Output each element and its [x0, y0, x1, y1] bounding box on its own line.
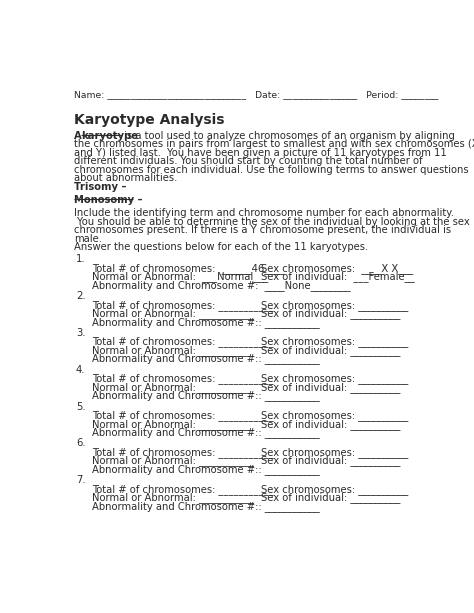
Text: Sex chromosomes: __________: Sex chromosomes: __________ — [261, 447, 409, 458]
Text: Abnormality and Chromosome #:: ___________: Abnormality and Chromosome #:: _________… — [92, 501, 320, 512]
Text: Total # of chromosomes: ___________: Total # of chromosomes: ___________ — [92, 300, 274, 311]
Text: Normal or Abnormal: ___________: Normal or Abnormal: ___________ — [92, 308, 255, 319]
Text: A: A — [74, 131, 85, 140]
Text: Sex of individual: __________: Sex of individual: __________ — [261, 492, 401, 503]
Text: Sex of individual:  ___Female__: Sex of individual: ___Female__ — [261, 272, 415, 282]
Text: Sex of individual: __________: Sex of individual: __________ — [261, 382, 401, 393]
Text: Abnormality and Chromosome #:: ___________: Abnormality and Chromosome #:: _________… — [92, 390, 320, 401]
Text: and Y) listed last.  You have been given a picture of 11 karyotypes from 11: and Y) listed last. You have been given … — [74, 148, 447, 158]
Text: 3.: 3. — [76, 328, 85, 338]
Text: Normal or Abnormal: ___________: Normal or Abnormal: ___________ — [92, 345, 255, 356]
Text: Sex chromosomes: __________: Sex chromosomes: __________ — [261, 410, 409, 421]
Text: karyotype: karyotype — [81, 131, 138, 140]
Text: Normal or Abnormal: ___________: Normal or Abnormal: ___________ — [92, 455, 255, 466]
Text: Sex of individual: __________: Sex of individual: __________ — [261, 308, 401, 319]
Text: 5.: 5. — [76, 402, 85, 411]
Text: Sex chromosomes: __________: Sex chromosomes: __________ — [261, 337, 409, 348]
Text: Total # of chromosomes:  ______46____: Total # of chromosomes: ______46____ — [92, 263, 284, 274]
Text: Total # of chromosomes: ___________: Total # of chromosomes: ___________ — [92, 410, 274, 421]
Text: different individuals. You should start by counting the total number of: different individuals. You should start … — [74, 156, 422, 166]
Text: about abnormalities.: about abnormalities. — [74, 173, 177, 183]
Text: Abnormality and Chromosome #:: ___________: Abnormality and Chromosome #:: _________… — [92, 464, 320, 475]
Text: 4.: 4. — [76, 365, 85, 375]
Text: Include the identifying term and chromosome number for each abnormality.: Include the identifying term and chromos… — [74, 208, 454, 218]
Text: Normal or Abnormal: ___________: Normal or Abnormal: ___________ — [92, 382, 255, 393]
Text: Sex chromosomes: __________: Sex chromosomes: __________ — [261, 300, 409, 311]
Text: Total # of chromosomes: ___________: Total # of chromosomes: ___________ — [92, 337, 274, 348]
Text: 2.: 2. — [76, 291, 85, 301]
Text: Normal or Abnormal:  ___Normal___: Normal or Abnormal: ___Normal___ — [92, 272, 269, 282]
Text: 6.: 6. — [76, 438, 85, 449]
Text: Sex of individual: __________: Sex of individual: __________ — [261, 345, 401, 356]
Text: Total # of chromosomes: ___________: Total # of chromosomes: ___________ — [92, 447, 274, 458]
Text: Abnormality and Chromosome #:: ___________: Abnormality and Chromosome #:: _________… — [92, 317, 320, 327]
Text: Total # of chromosomes: ___________: Total # of chromosomes: ___________ — [92, 373, 274, 384]
Text: Sex chromosomes:  ____X X___: Sex chromosomes: ____X X___ — [261, 263, 413, 274]
Text: chromosomes for each individual. Use the following terms to answer questions: chromosomes for each individual. Use the… — [74, 165, 469, 175]
Text: Sex of individual: __________: Sex of individual: __________ — [261, 455, 401, 466]
Text: chromosomes present. If there is a Y chromosome present, the individual is: chromosomes present. If there is a Y chr… — [74, 225, 451, 235]
Text: Karyotype Analysis: Karyotype Analysis — [74, 113, 225, 127]
Text: Normal or Abnormal: ___________: Normal or Abnormal: ___________ — [92, 419, 255, 430]
Text: 7.: 7. — [76, 475, 85, 485]
Text: Abnormality and Chromosome #:: ___________: Abnormality and Chromosome #:: _________… — [92, 354, 320, 364]
Text: Sex of individual: __________: Sex of individual: __________ — [261, 419, 401, 430]
Text: Normal or Abnormal: ___________: Normal or Abnormal: ___________ — [92, 492, 255, 503]
Text: the chromosomes in pairs from largest to smallest and with sex chromosomes (X: the chromosomes in pairs from largest to… — [74, 139, 474, 149]
Text: Answer the questions below for each of the 11 karyotypes.: Answer the questions below for each of t… — [74, 242, 368, 252]
Text: 1.: 1. — [76, 254, 85, 264]
Text: Trisomy –: Trisomy – — [74, 181, 126, 192]
Text: You should be able to determine the sex of the individual by looking at the sex: You should be able to determine the sex … — [74, 216, 470, 227]
Text: Monosomy –: Monosomy – — [74, 195, 143, 205]
Text: Sex chromosomes: __________: Sex chromosomes: __________ — [261, 373, 409, 384]
Text: is a tool used to analyze chromosomes of an organism by aligning: is a tool used to analyze chromosomes of… — [120, 131, 455, 140]
Text: Total # of chromosomes: ___________: Total # of chromosomes: ___________ — [92, 484, 274, 495]
Text: Name: ______________________________   Date: ________________   Period: ________: Name: ______________________________ Dat… — [74, 90, 438, 99]
Text: Abnormality and Chromosome #:  ____None________: Abnormality and Chromosome #: ____None__… — [92, 280, 351, 291]
Text: Sex chromosomes: __________: Sex chromosomes: __________ — [261, 484, 409, 495]
Text: male.: male. — [74, 234, 102, 243]
Text: Abnormality and Chromosome #:: ___________: Abnormality and Chromosome #:: _________… — [92, 427, 320, 438]
